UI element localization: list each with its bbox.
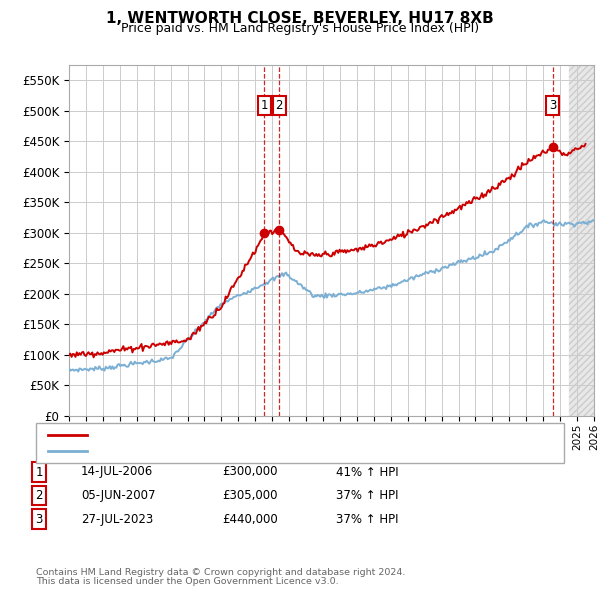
Bar bbox=[569, 65, 594, 416]
Text: Contains HM Land Registry data © Crown copyright and database right 2024.: Contains HM Land Registry data © Crown c… bbox=[36, 568, 406, 577]
Text: 3: 3 bbox=[549, 99, 557, 112]
Text: £305,000: £305,000 bbox=[222, 489, 277, 502]
Text: Price paid vs. HM Land Registry's House Price Index (HPI): Price paid vs. HM Land Registry's House … bbox=[121, 22, 479, 35]
Text: 14-JUL-2006: 14-JUL-2006 bbox=[81, 466, 153, 478]
Text: £440,000: £440,000 bbox=[222, 513, 278, 526]
Bar bbox=[569, 65, 594, 416]
Text: This data is licensed under the Open Government Licence v3.0.: This data is licensed under the Open Gov… bbox=[36, 578, 338, 586]
Text: HPI: Average price, detached house, East Riding of Yorkshire: HPI: Average price, detached house, East… bbox=[93, 447, 438, 456]
Text: 05-JUN-2007: 05-JUN-2007 bbox=[81, 489, 155, 502]
Text: 3: 3 bbox=[35, 513, 43, 526]
Text: 27-JUL-2023: 27-JUL-2023 bbox=[81, 513, 153, 526]
Text: 1, WENTWORTH CLOSE, BEVERLEY, HU17 8XB (detached house): 1, WENTWORTH CLOSE, BEVERLEY, HU17 8XB (… bbox=[93, 431, 458, 440]
Text: 2: 2 bbox=[275, 99, 283, 112]
Text: 41% ↑ HPI: 41% ↑ HPI bbox=[336, 466, 398, 478]
Text: 37% ↑ HPI: 37% ↑ HPI bbox=[336, 513, 398, 526]
Text: 1: 1 bbox=[260, 99, 268, 112]
Text: £300,000: £300,000 bbox=[222, 466, 277, 478]
Text: 1, WENTWORTH CLOSE, BEVERLEY, HU17 8XB: 1, WENTWORTH CLOSE, BEVERLEY, HU17 8XB bbox=[106, 11, 494, 25]
Text: 2: 2 bbox=[35, 489, 43, 502]
Text: 1: 1 bbox=[35, 466, 43, 478]
Text: 37% ↑ HPI: 37% ↑ HPI bbox=[336, 489, 398, 502]
